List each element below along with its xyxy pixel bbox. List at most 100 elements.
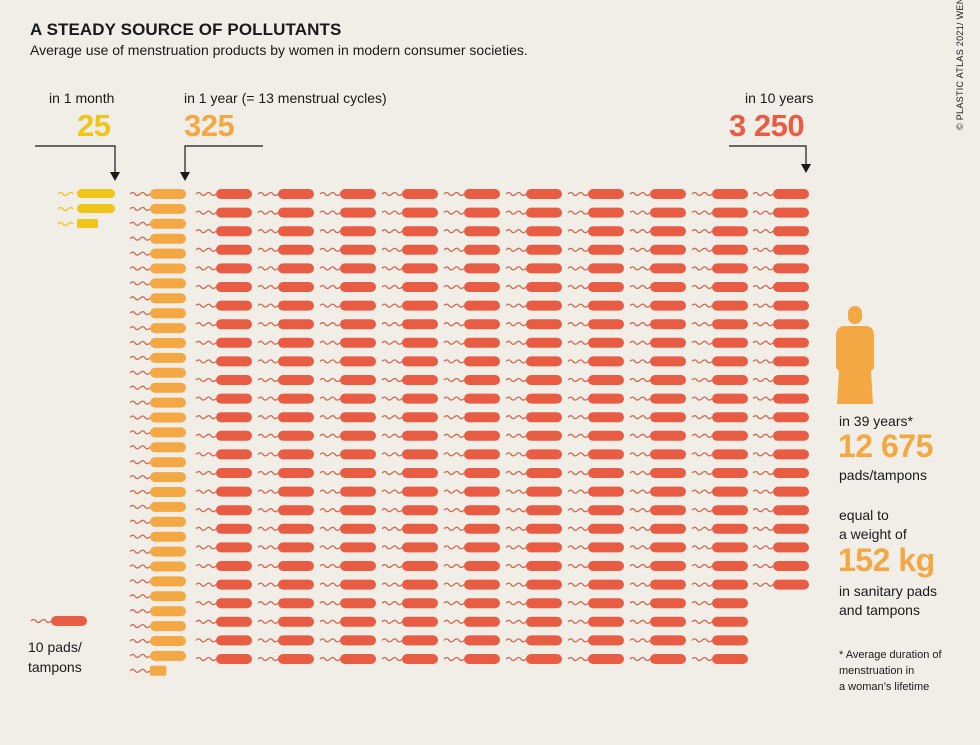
tampon-body bbox=[712, 337, 748, 348]
decade-icon bbox=[629, 486, 686, 497]
tampon-body bbox=[526, 579, 562, 590]
tampon-body bbox=[278, 393, 314, 404]
decade-icon bbox=[567, 319, 624, 330]
decade-icon bbox=[567, 598, 624, 609]
tampon-string bbox=[381, 433, 403, 438]
month-icon bbox=[57, 189, 115, 198]
tampon-body bbox=[278, 207, 314, 218]
tampon-body bbox=[526, 412, 562, 423]
decade-icon bbox=[443, 207, 500, 218]
tampon-string bbox=[691, 489, 713, 494]
footnote-line-3: a woman’s lifetime bbox=[839, 681, 930, 693]
decade-icon bbox=[505, 412, 562, 423]
tampon-string bbox=[567, 359, 589, 364]
tampon-string bbox=[195, 489, 217, 494]
decade-icon bbox=[381, 616, 438, 627]
tampon-body bbox=[712, 393, 748, 404]
tampon-string bbox=[443, 638, 465, 643]
decade-icon bbox=[195, 282, 252, 292]
tampon-string bbox=[257, 303, 279, 308]
decade-icon bbox=[505, 486, 562, 497]
tampon-string bbox=[257, 489, 279, 494]
tampon-string bbox=[752, 582, 774, 587]
decade-icon bbox=[381, 523, 438, 534]
tampon-string bbox=[257, 433, 279, 438]
decade-icon bbox=[629, 393, 686, 404]
tampon-string bbox=[319, 563, 341, 569]
tampon-body bbox=[150, 636, 186, 646]
tampon-string bbox=[505, 191, 527, 197]
tampon-body bbox=[216, 635, 252, 646]
tampon-string bbox=[381, 396, 403, 401]
tampon-body bbox=[712, 319, 748, 330]
tampon-string bbox=[629, 396, 651, 401]
tampon-string bbox=[691, 470, 713, 476]
year-icon bbox=[129, 442, 186, 453]
decade-icon bbox=[691, 654, 748, 664]
tampon-string bbox=[629, 563, 651, 569]
tampon-string bbox=[629, 526, 651, 531]
tampon-string bbox=[195, 526, 217, 531]
tampon-string bbox=[195, 229, 217, 234]
decade-icon bbox=[505, 430, 562, 441]
decade-icon bbox=[567, 282, 624, 292]
tampon-string bbox=[129, 385, 151, 390]
decade-icon bbox=[567, 430, 624, 441]
tampon-body bbox=[464, 393, 500, 404]
decade-icon bbox=[567, 300, 624, 311]
decade-icon bbox=[257, 523, 314, 534]
decade-icon bbox=[691, 356, 748, 367]
tampon-string bbox=[129, 311, 151, 316]
tampon-body bbox=[150, 591, 186, 602]
year-icon bbox=[129, 397, 186, 408]
decade-icon bbox=[443, 226, 500, 237]
tampon-string bbox=[567, 563, 589, 569]
tampon-body bbox=[402, 616, 438, 627]
decade-icon bbox=[257, 319, 314, 330]
tampon-body bbox=[278, 226, 314, 237]
tampon-body bbox=[216, 393, 252, 404]
footnote-line-2: menstruation in bbox=[839, 665, 915, 677]
decade-icon bbox=[381, 430, 438, 441]
decade-icon bbox=[319, 542, 376, 553]
decade-icon bbox=[319, 579, 376, 590]
tampon-string bbox=[752, 563, 774, 569]
tampon-body bbox=[526, 300, 562, 311]
tampon-body bbox=[588, 598, 624, 609]
decade-icon bbox=[195, 356, 252, 367]
month-label: in 1 month bbox=[49, 90, 115, 106]
tampon-string bbox=[691, 322, 713, 327]
tampon-string bbox=[567, 284, 589, 290]
tampon-body bbox=[526, 468, 562, 478]
decade-icon bbox=[319, 486, 376, 497]
tampon-body bbox=[773, 505, 809, 516]
tampon-body bbox=[216, 505, 252, 516]
tampon-body bbox=[340, 244, 376, 255]
decade-icon bbox=[257, 207, 314, 218]
decade-icon bbox=[443, 337, 500, 348]
decade-icon bbox=[505, 226, 562, 237]
decade-icon bbox=[257, 579, 314, 590]
tampon-body bbox=[712, 449, 748, 460]
tampon-body bbox=[588, 635, 624, 646]
decade-icon bbox=[505, 561, 562, 571]
tampon-body bbox=[712, 244, 748, 255]
tampon-string bbox=[319, 303, 341, 308]
decade-icon bbox=[195, 486, 252, 497]
tampon-body bbox=[216, 616, 252, 627]
tampon-string bbox=[257, 359, 279, 364]
year-icon bbox=[129, 233, 186, 244]
tampon-string bbox=[629, 415, 651, 420]
tampon-body bbox=[526, 189, 562, 199]
tampon-body bbox=[588, 393, 624, 404]
tampon-string bbox=[629, 656, 651, 662]
tampon-string bbox=[129, 594, 151, 599]
tampon-body bbox=[216, 356, 252, 367]
tampon-body bbox=[712, 635, 748, 646]
tampon-string bbox=[505, 508, 527, 513]
decade-icon bbox=[381, 412, 438, 423]
year-icon bbox=[129, 323, 186, 334]
tampon-body bbox=[650, 282, 686, 292]
tampon-string bbox=[505, 638, 527, 643]
tampon-string bbox=[443, 247, 465, 252]
